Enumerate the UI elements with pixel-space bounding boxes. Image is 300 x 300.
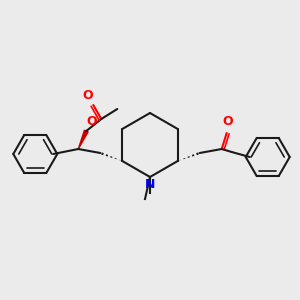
Text: O: O: [222, 115, 233, 128]
Text: O: O: [82, 89, 93, 102]
Polygon shape: [78, 130, 88, 149]
Text: N: N: [145, 178, 155, 191]
Text: O: O: [86, 115, 97, 128]
